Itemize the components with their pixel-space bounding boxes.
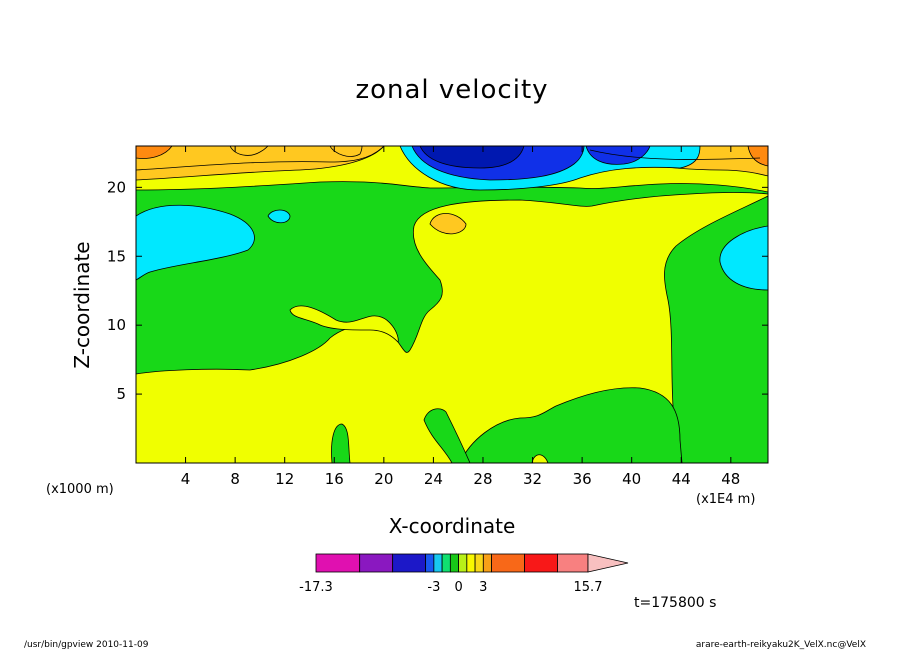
x-axis-unit: (x1E4 m) — [696, 492, 756, 507]
colorbar-segment-9 — [474, 553, 484, 573]
x-tick-label-40: 40 — [622, 470, 641, 488]
contour-gold-cell-1 — [229, 146, 269, 156]
colorbar-segment-12 — [524, 553, 558, 573]
footer-right: arare-earth-reikyaku2K_VelX.nc@VelX — [695, 640, 866, 650]
contour-line-2 — [589, 149, 761, 160]
x-tick-label-16: 16 — [325, 470, 344, 488]
plot-frame — [135, 145, 769, 464]
contour-cyan-right — [719, 225, 768, 291]
y-tick-label-20: 20 — [107, 178, 126, 196]
colorbar-label-2: 0 — [454, 580, 462, 595]
colorbar-segment-2 — [392, 553, 427, 573]
contour-cyan-left — [136, 204, 255, 281]
y-tick-label-15: 15 — [107, 247, 126, 265]
colorbar-label-4: 15.7 — [574, 580, 603, 595]
footer-left: /usr/bin/gpview 2010-11-09 — [24, 640, 149, 650]
colorbar-segment-6 — [449, 553, 459, 573]
colorbar-segment-1 — [359, 553, 394, 573]
contour-cyan-small — [267, 209, 291, 224]
colorbar-segment-5 — [441, 553, 451, 573]
contour-yellow-intrusion — [289, 305, 399, 343]
time-label: t=175800 s — [634, 595, 717, 611]
colorbar-label-0: -17.3 — [299, 580, 333, 595]
x-tick-label-8: 8 — [230, 470, 240, 488]
y-tick-label-5: 5 — [116, 385, 126, 403]
x-tick-label-32: 32 — [523, 470, 542, 488]
contour-line-1 — [136, 146, 385, 171]
x-tick-label-36: 36 — [573, 470, 592, 488]
colorbar-segment-11 — [491, 553, 525, 573]
x-tick-label-48: 48 — [721, 470, 740, 488]
y-tick-label-10: 10 — [107, 316, 126, 334]
contour-green-bottom — [459, 387, 683, 463]
colorbar-segment-3 — [425, 553, 435, 573]
contour-fields — [136, 146, 768, 463]
x-tick-label-24: 24 — [424, 470, 443, 488]
y-axis-unit: (x1000 m) — [46, 482, 114, 497]
contour-orange-top-right — [747, 146, 768, 167]
contour-gold-cell-2 — [329, 146, 363, 157]
colorbar-segment-0 — [315, 553, 361, 573]
contour-navy-top — [419, 146, 525, 169]
colorbar-segment-8 — [466, 553, 476, 573]
x-tick-label-28: 28 — [473, 470, 492, 488]
colorbar-segment-10 — [482, 553, 492, 573]
contour-green-sliver-16 — [331, 423, 351, 463]
colorbar-segment-7 — [458, 553, 468, 573]
colorbar-extend-arrow — [587, 553, 629, 573]
colorbar-label-1: -3 — [427, 580, 440, 595]
x-tick-label-20: 20 — [374, 470, 393, 488]
colorbar-segment-4 — [433, 553, 443, 573]
colorbar-label-3: 3 — [479, 580, 487, 595]
contour-gold-top-left — [136, 146, 385, 181]
x-axis-label: X-coordinate — [388, 514, 516, 538]
x-tick-label-12: 12 — [275, 470, 294, 488]
x-tick-label-44: 44 — [672, 470, 691, 488]
colorbar-segment-13 — [557, 553, 589, 573]
contour-gold-cell-3 — [429, 213, 467, 235]
chart-title: zonal velocity — [355, 75, 549, 105]
contour-green-24 — [423, 408, 471, 463]
x-tick-label-4: 4 — [181, 470, 191, 488]
